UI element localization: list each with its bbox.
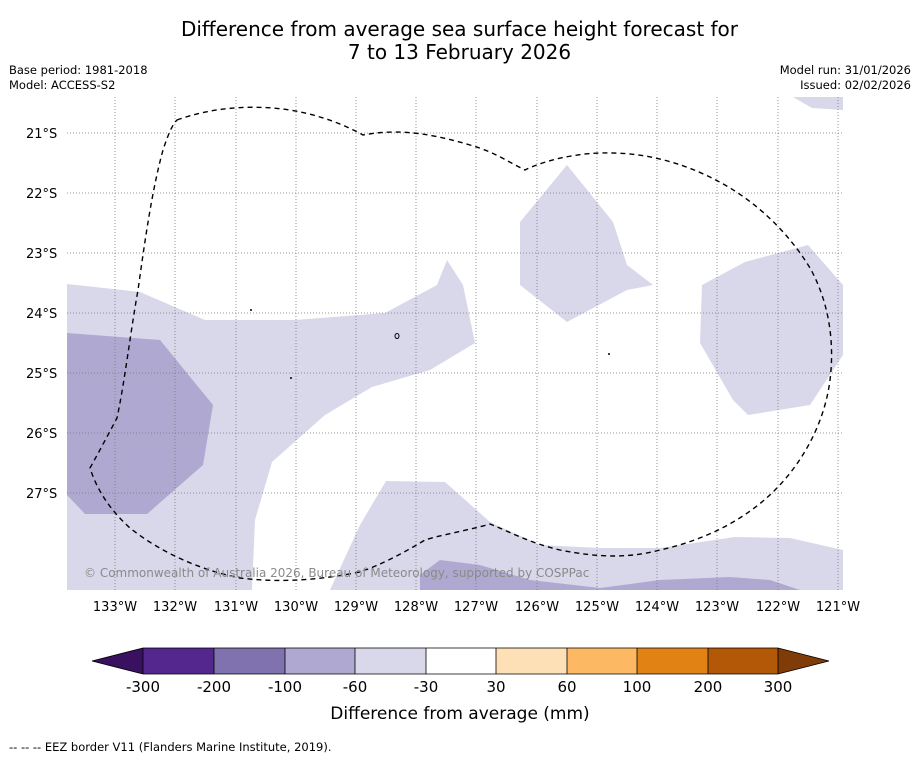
- anomaly-region-west-strong: [67, 333, 213, 514]
- island-marker: [250, 309, 252, 311]
- colorbar-tick-label: 100: [623, 678, 652, 696]
- lat-labels: 21°S 22°S 23°S 24°S 25°S 26°S 27°S: [26, 127, 57, 502]
- island-marker: [394, 333, 400, 339]
- chart-title: Difference from average sea surface heig…: [0, 18, 919, 64]
- island-marker: [608, 353, 610, 355]
- title-line-2: 7 to 13 February 2026: [347, 40, 572, 64]
- lat-label-24: 24°S: [26, 307, 57, 322]
- lon-label-125: 125°W: [575, 600, 619, 615]
- islands: [250, 309, 610, 379]
- colorbar-title: Difference from average (mm): [330, 704, 589, 724]
- colorbar-dividers: [142, 648, 779, 674]
- anomaly-region-west: [67, 260, 475, 590]
- colorbar-segment: [567, 648, 637, 674]
- lon-label-132: 132°W: [153, 600, 197, 615]
- lon-label-127: 127°W: [454, 600, 498, 615]
- eez-border-line: [89, 106, 833, 582]
- colorbar-extend-low: [92, 648, 143, 674]
- base-period-text: Base period: 1981-2018: [9, 63, 148, 77]
- colorbar-extend-high: [778, 648, 829, 674]
- colorbar-tick-label: -100: [268, 678, 302, 696]
- lat-label-21: 21°S: [26, 127, 57, 142]
- anomaly-region-east: [700, 245, 843, 415]
- island-marker: [290, 377, 292, 379]
- anomaly-region-south-strong: [420, 560, 800, 590]
- lon-label-133: 133°W: [93, 600, 137, 615]
- lon-label-128: 128°W: [394, 600, 438, 615]
- colorbar-segment: [426, 648, 496, 674]
- lon-label-122: 122°W: [756, 600, 800, 615]
- issued-text: Issued: 02/02/2026: [800, 78, 911, 92]
- colorbar-segment: [285, 648, 355, 674]
- colorbar-tick-label: 60: [557, 678, 576, 696]
- colorbar-tick-label: 30: [486, 678, 505, 696]
- meta-right: Model run: 31/01/2026 Issued: 02/02/2026: [780, 63, 911, 93]
- lon-labels: 133°W 132°W 131°W 130°W 129°W 128°W 127°…: [93, 600, 860, 615]
- colorbar-segment: [214, 648, 285, 674]
- colorbar-segment: [637, 648, 708, 674]
- lat-label-26: 26°S: [26, 427, 57, 442]
- colorbar-segment: [496, 648, 567, 674]
- colorbar-tick-label: -30: [414, 678, 439, 696]
- title-line-1: Difference from average sea surface heig…: [180, 17, 739, 41]
- lon-label-126: 126°W: [515, 600, 559, 615]
- lon-label-131: 131°W: [214, 600, 258, 615]
- lon-label-124: 124°W: [635, 600, 679, 615]
- colorbar-tick-label: 200: [694, 678, 723, 696]
- colorbar: -300 -200 -100 -60 -30 30 60 100 200 300…: [91, 647, 830, 724]
- anomaly-region-central: [520, 165, 653, 322]
- colorbar-tick-label: 300: [764, 678, 793, 696]
- colorbar-tick-label: -60: [343, 678, 368, 696]
- model-run-text: Model run: 31/01/2026: [779, 63, 911, 77]
- lat-label-22: 22°S: [26, 187, 57, 202]
- anomaly-region-northeast: [793, 97, 843, 110]
- anomaly-fills: [67, 97, 843, 590]
- colorbar-segment: [143, 648, 214, 674]
- colorbar-tick-labels: -300 -200 -100 -60 -30 30 60 100 200 300: [126, 678, 792, 696]
- colorbar-segment: [355, 648, 426, 674]
- colorbar-tick-label: -200: [197, 678, 231, 696]
- lon-label-123: 123°W: [695, 600, 739, 615]
- lon-label-130: 130°W: [274, 600, 318, 615]
- colorbar-tick-label: -300: [126, 678, 160, 696]
- lon-label-129: 129°W: [334, 600, 378, 615]
- lat-label-27: 27°S: [26, 487, 57, 502]
- eez-footnote: -- -- -- EEZ border V11 (Flanders Marine…: [9, 740, 332, 754]
- copyright-text: © Commonwealth of Australia 2026, Bureau…: [84, 566, 589, 580]
- colorbar-segment: [708, 648, 778, 674]
- graticule: [67, 97, 843, 590]
- lat-label-25: 25°S: [26, 367, 57, 382]
- map-plot-area: © Commonwealth of Australia 2026, Bureau…: [67, 97, 843, 590]
- model-text: Model: ACCESS-S2: [9, 78, 116, 92]
- lon-label-121: 121°W: [816, 600, 860, 615]
- meta-left: Base period: 1981-2018 Model: ACCESS-S2: [9, 63, 148, 93]
- lat-label-23: 23°S: [26, 247, 57, 262]
